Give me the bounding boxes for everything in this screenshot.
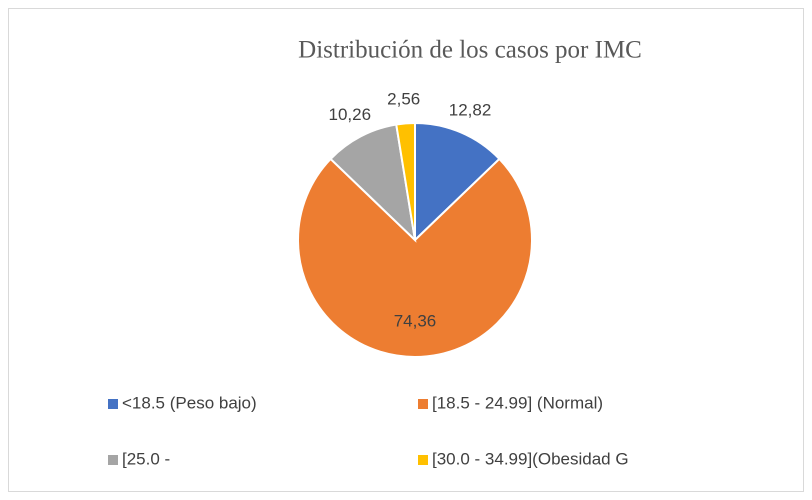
- legend-swatch: [418, 399, 428, 409]
- data-label: 74,36: [394, 311, 437, 330]
- legend-label: <18.5 (Peso bajo): [122, 393, 257, 412]
- data-label: 2,56: [387, 90, 420, 109]
- data-label: 12,82: [449, 100, 492, 119]
- pie-slice: [297, 157, 533, 358]
- data-label: 10,26: [328, 105, 371, 124]
- legend-label: [30.0 - 34.99](Obesidad G: [432, 449, 629, 468]
- pie-slice: [395, 121, 416, 241]
- chart-title: Distribución de los casos por IMC: [298, 37, 642, 64]
- legend-swatch: [418, 455, 428, 465]
- legend-swatch: [108, 399, 118, 409]
- legend-label: [18.5 - 24.99] (Normal): [432, 393, 603, 412]
- legend-swatch: [108, 455, 118, 465]
- legend-label: [25.0 -: [122, 449, 170, 468]
- pie-slice: [414, 121, 501, 243]
- pie-slice: [329, 123, 417, 243]
